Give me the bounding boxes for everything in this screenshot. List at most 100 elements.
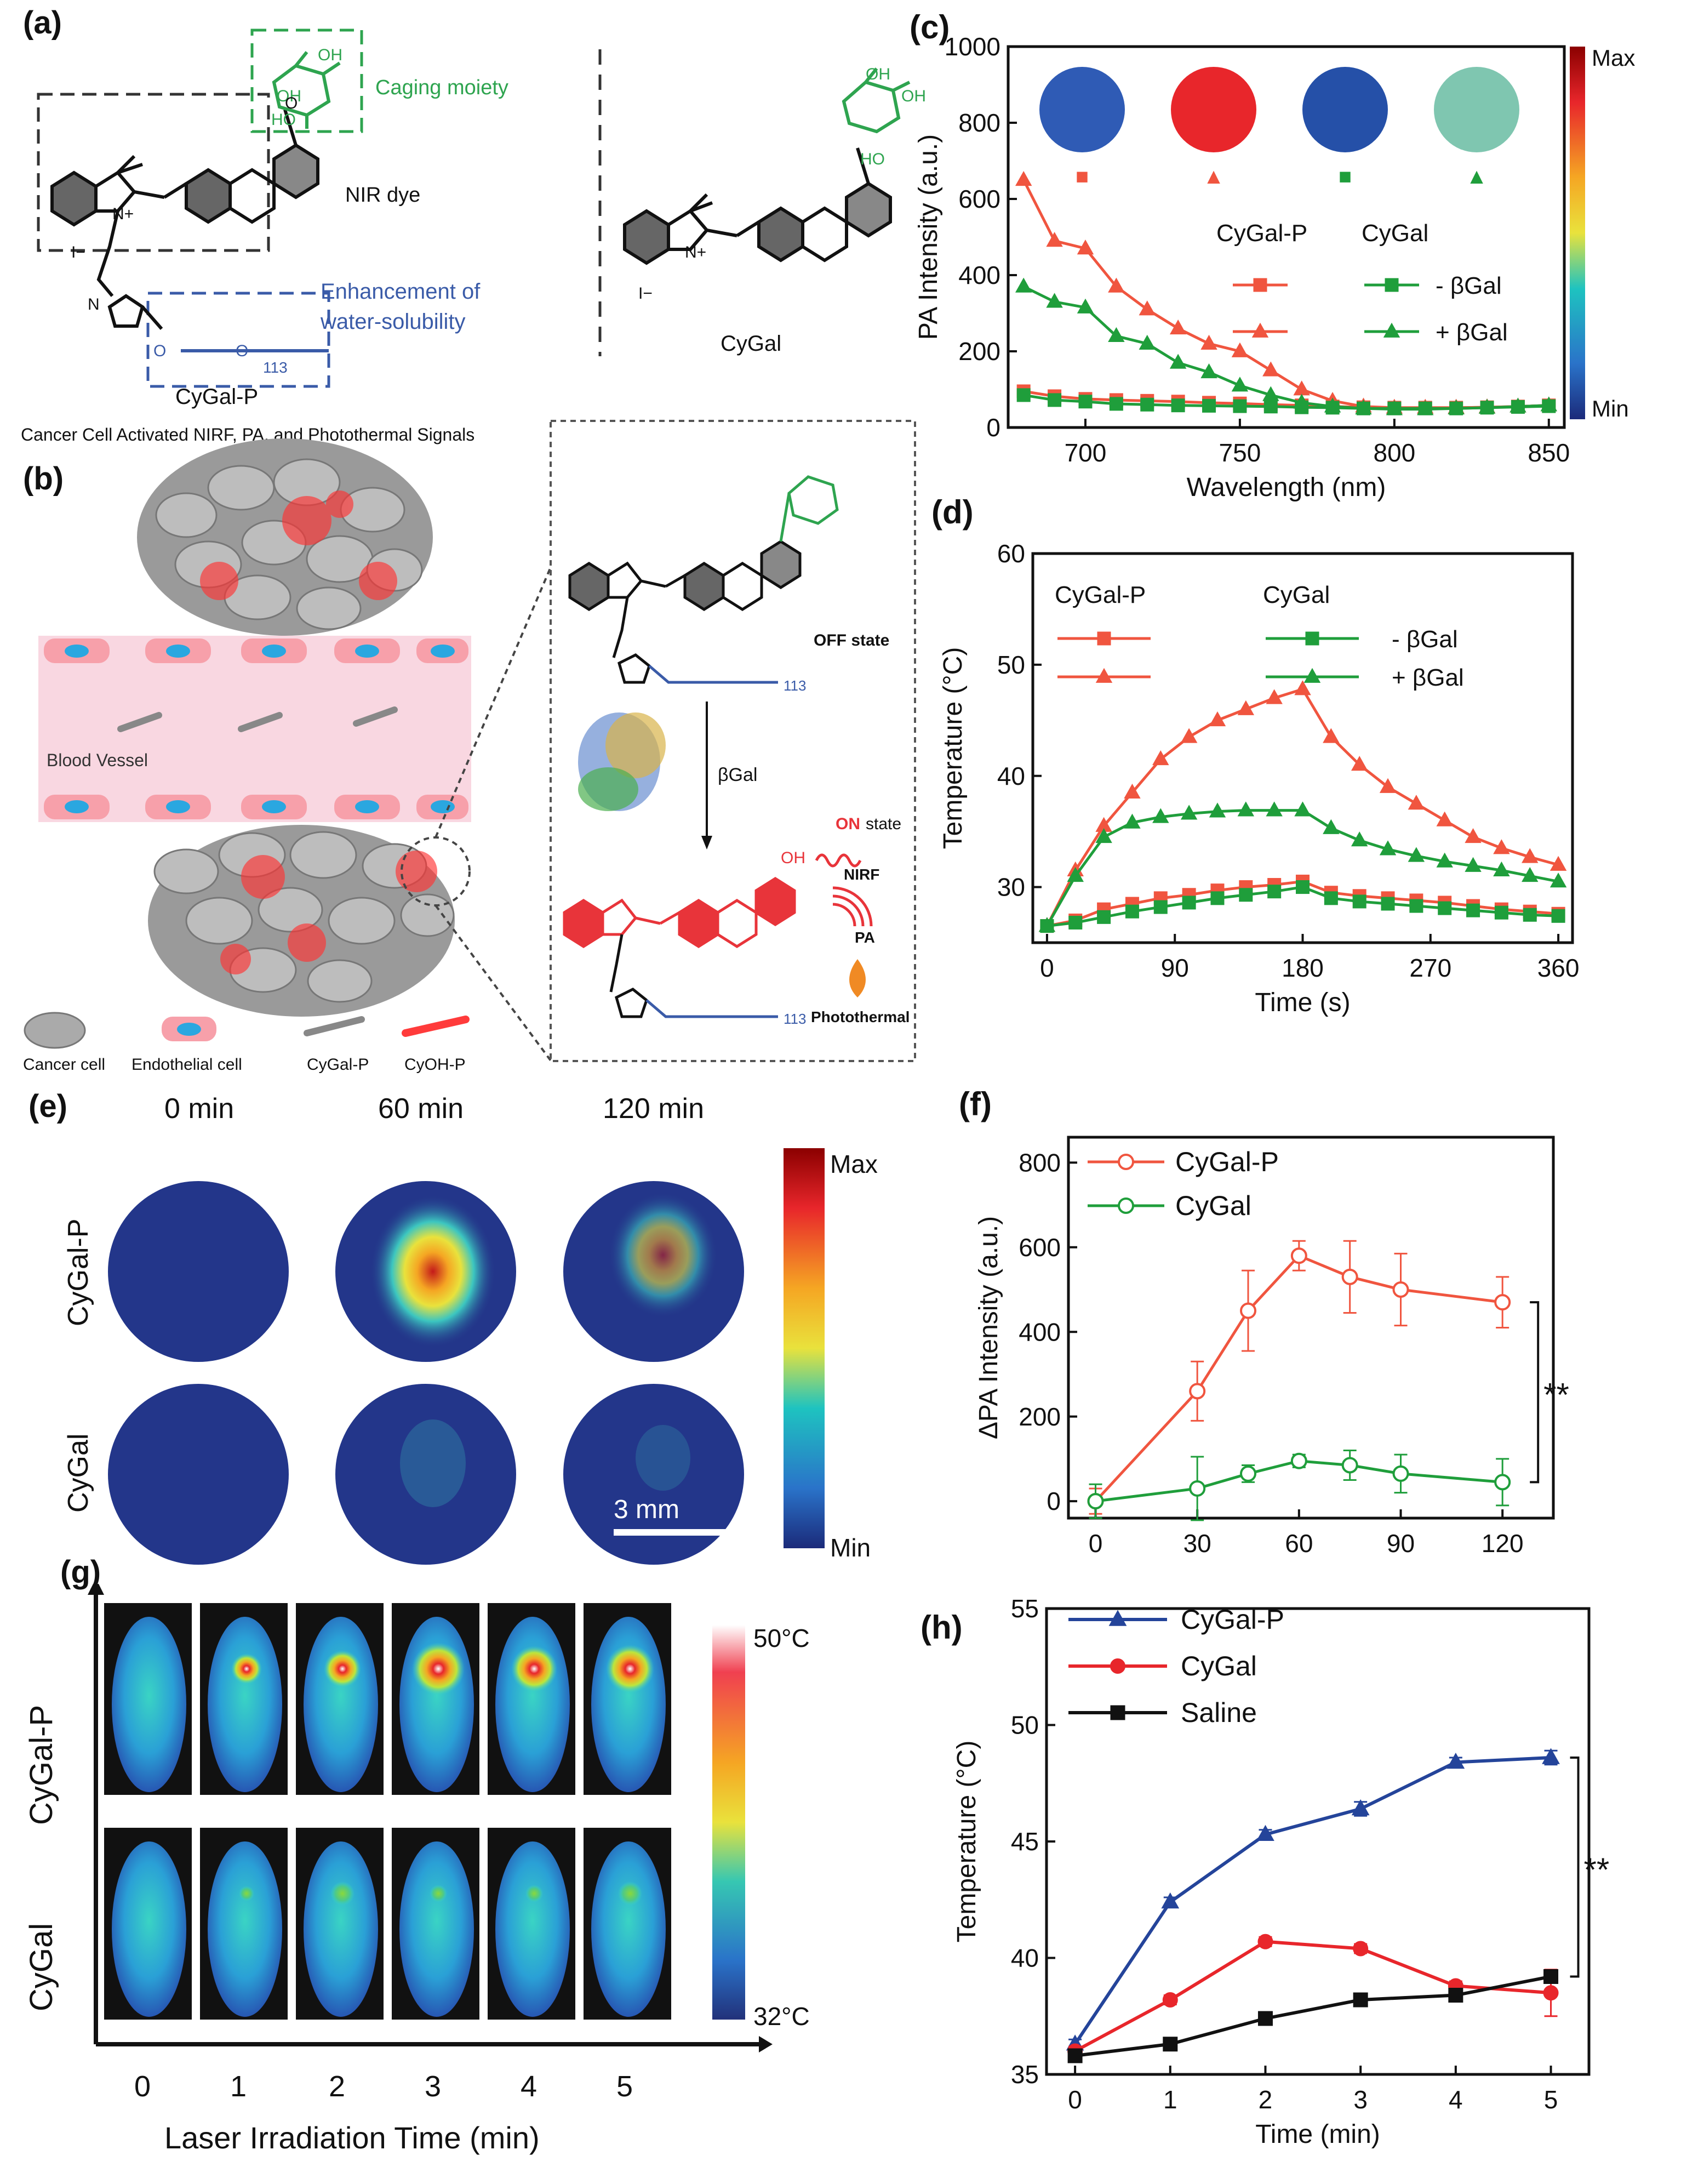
y-axis-label: Temperature (°C) [939, 647, 968, 849]
inset-marker-1: ▲ [1203, 164, 1225, 189]
x-tick-label: 0 [1068, 2085, 1082, 2114]
x-tick-label: 750 [1219, 438, 1261, 467]
legend-marker [1118, 1198, 1134, 1214]
data-point [1140, 397, 1154, 412]
panel-b-scheme: Blood Vessel OFF state [23, 420, 916, 1074]
data-point [1478, 398, 1496, 414]
series-line [1074, 1975, 1552, 2057]
svg-text:O: O [285, 94, 298, 112]
legend-marker [1118, 1154, 1134, 1170]
legend-label: CyGal [1175, 1190, 1251, 1221]
svg-text:OH: OH [277, 87, 301, 105]
compound-label: CyGal [721, 332, 781, 356]
data-point [1240, 1465, 1257, 1482]
data-point [1324, 891, 1338, 905]
y-tick-label: 40 [997, 762, 1025, 790]
data-point [1233, 399, 1247, 413]
data-point [1182, 896, 1196, 910]
photothermal-label: Photothermal [811, 1008, 910, 1025]
data-point [1237, 801, 1255, 817]
y-tick-label: 55 [1011, 1594, 1039, 1623]
panel-b-title: Cancer Cell Activated NIRF, PA, and Phot… [21, 425, 475, 444]
svg-text:0: 0 [134, 2070, 151, 2103]
y-tick-label: 600 [958, 185, 1000, 213]
x-tick-label: 360 [1537, 954, 1580, 982]
y-tick-label: 400 [1019, 1318, 1061, 1346]
panel-a-structures: OH OH HO O N+ I− N O O OH OH HO N+ I− 11… [37, 28, 926, 409]
panel-label: (h) [920, 1609, 963, 1646]
chart-f: 0 30 60 90 120 0 200 400 600 800 ΔPA Intensity (a.… [959, 1086, 1569, 1558]
data-point [1171, 398, 1185, 413]
legend-cygal-p: CyGal-P [307, 1056, 369, 1074]
mouse-body [399, 1841, 474, 2017]
data-point [1267, 885, 1282, 899]
x-tick-label: 850 [1528, 438, 1570, 467]
data-point [1351, 1799, 1370, 1816]
data-point [1263, 400, 1278, 414]
cygal-skeleton [623, 147, 892, 265]
svg-text:HO: HO [271, 111, 296, 129]
significance-label: ** [1584, 1851, 1610, 1888]
data-point [1381, 897, 1395, 911]
heat-spot [239, 1886, 254, 1901]
data-point [1209, 711, 1226, 727]
legend-cyoh-p: CyOH-P [404, 1056, 466, 1074]
data-point [1409, 899, 1423, 913]
svg-text:I−: I− [638, 284, 653, 303]
data-point [1124, 813, 1141, 829]
heat-spot [231, 1653, 262, 1684]
on-word: ON [836, 815, 860, 833]
data-point [1294, 680, 1311, 695]
data-point [1543, 1985, 1559, 2001]
g-xlabel: Laser Irradiation Time (min) [164, 2120, 540, 2155]
g-row-cygal-p: CyGal-P [24, 1705, 59, 1825]
y-axis-label: PA Intensity (a.u.) [914, 134, 943, 340]
data-point [1077, 240, 1094, 255]
significance-bracket [1570, 1757, 1580, 1978]
y-tick-label: 200 [1019, 1402, 1061, 1431]
legend-header: CyGal [1362, 220, 1428, 247]
legend-header: CyGal [1263, 581, 1330, 608]
legend-marker [1303, 668, 1321, 683]
data-point [1068, 915, 1083, 930]
data-point [1257, 2011, 1273, 2026]
series-line [1023, 285, 1549, 411]
blood-vessel [38, 636, 471, 822]
enhance-label-2: water-solubility [320, 310, 466, 334]
colorbar-min: Min [1592, 396, 1629, 421]
inset-image-3 [1434, 67, 1519, 152]
plot-frame [1067, 1136, 1555, 1520]
data-point [1256, 1824, 1274, 1841]
data-point [1266, 801, 1283, 817]
mouse-body [304, 1841, 378, 2017]
thermal-colorbar [712, 1625, 745, 2020]
data-point [1237, 700, 1255, 715]
svg-text:1: 1 [230, 2070, 247, 2103]
x-tick-label: 3 [1353, 2085, 1368, 2114]
blood-vessel-label: Blood Vessel [47, 750, 148, 770]
data-point [1125, 904, 1139, 919]
cygal-p-sugar [272, 51, 341, 129]
data-point [1016, 388, 1031, 402]
svg-text:Min: Min [830, 1533, 871, 1562]
data-point [1341, 1268, 1358, 1285]
legend-label: Saline [1181, 1697, 1257, 1728]
data-point [1109, 397, 1123, 411]
significance-bracket [1530, 1301, 1540, 1484]
legend-label: + βGal [1436, 319, 1508, 346]
legend-marker [1251, 322, 1269, 338]
enhance-label-1: Enhancement of [321, 280, 481, 304]
data-point [1038, 917, 1056, 932]
enzyme-structure [578, 712, 666, 811]
mouse-body [112, 1617, 186, 1792]
panel-e-images: 3 mm Max Min 0 min 60 min 120 min CyGal-… [62, 1093, 878, 1565]
data-point [1108, 277, 1125, 293]
data-point [1262, 361, 1279, 377]
heat-spot [618, 1881, 642, 1906]
data-point [1161, 1892, 1180, 1909]
data-point [1379, 840, 1397, 856]
y-tick-label: 800 [1019, 1148, 1061, 1177]
x-tick-label: 0 [1089, 1529, 1103, 1558]
data-point [1436, 811, 1453, 826]
